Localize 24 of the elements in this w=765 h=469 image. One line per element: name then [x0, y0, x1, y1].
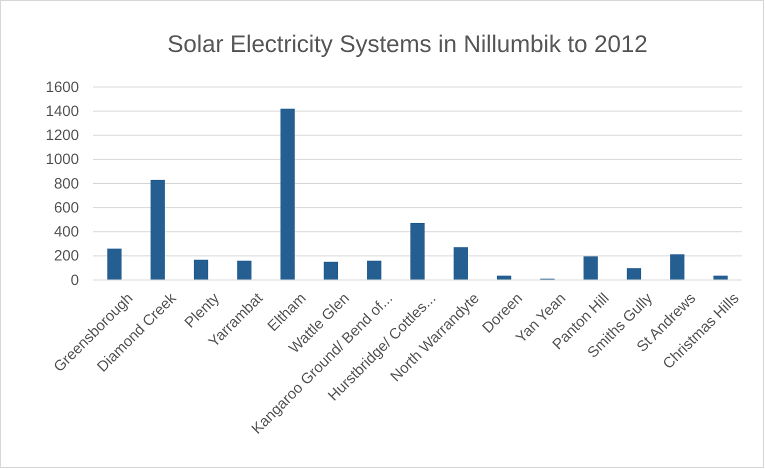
y-tick-label: 800: [54, 175, 79, 192]
bar: [150, 180, 165, 280]
bar: [713, 276, 728, 280]
bar: [454, 247, 468, 280]
y-tick-label: 200: [54, 248, 79, 265]
y-tick-label: 400: [54, 224, 79, 241]
y-tick-label: 1200: [46, 127, 79, 144]
bar: [367, 260, 382, 280]
y-tick-label: 600: [54, 199, 79, 216]
bar: [584, 256, 598, 280]
bar: [107, 248, 122, 280]
chart-title: Solar Electricity Systems in Nillumbik to 2012: [167, 31, 648, 58]
y-tick-label: 0: [70, 272, 79, 289]
bar: [237, 260, 252, 280]
bar: [280, 108, 295, 280]
bar: [410, 222, 425, 280]
bar: [194, 260, 208, 280]
y-tick-label: 1400: [46, 102, 79, 120]
y-tick-label: 1600: [46, 78, 79, 96]
y-tick-label: 1000: [46, 151, 79, 168]
bar: [670, 254, 684, 280]
bar: [324, 262, 338, 280]
bar: [496, 276, 512, 280]
bar: [626, 268, 642, 280]
